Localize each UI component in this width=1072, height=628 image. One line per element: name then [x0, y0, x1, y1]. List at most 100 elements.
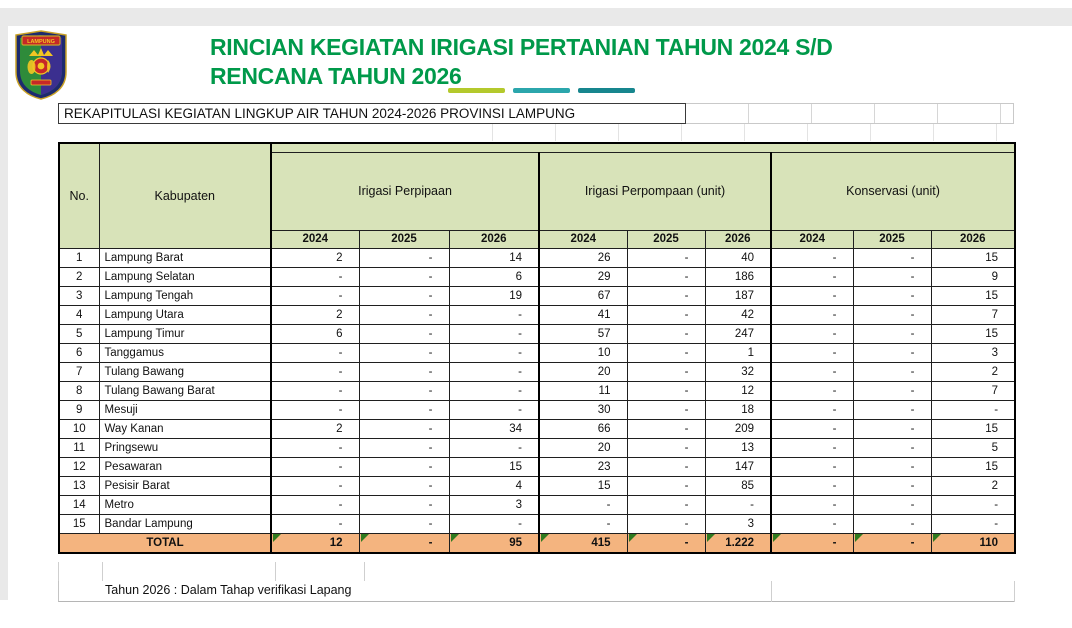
value-cell: 57 — [538, 323, 628, 344]
value-cell: - — [358, 418, 450, 439]
value-cell: 32 — [704, 361, 772, 382]
row-number-cell: 7 — [58, 361, 100, 382]
value-cell: - — [770, 437, 854, 458]
value-cell: - — [704, 494, 772, 515]
page-title: RINCIAN KEGIATAN IRIGASI PERTANIAN TAHUN… — [210, 33, 930, 91]
value-cell: - — [358, 342, 450, 363]
value-cell: - — [852, 475, 932, 496]
value-cell: - — [538, 494, 628, 515]
table-row: 11 Pringsewu - - -20-13- -5 — [58, 437, 1016, 458]
value-cell: 15 — [448, 456, 540, 477]
row-number-cell: 2 — [58, 266, 100, 287]
value-cell: 34 — [448, 418, 540, 439]
value-cell: 42 — [704, 304, 772, 325]
value-cell: - — [270, 380, 360, 401]
total-value-cell: - — [770, 532, 854, 554]
row-number-cell: 9 — [58, 399, 100, 420]
value-cell: - — [852, 323, 932, 344]
value-cell: 15 — [930, 418, 1016, 439]
accent-dash-icon — [448, 88, 505, 93]
year-header-row: 2024 2025 2026 2024 2025 2026 2024 2025 … — [59, 229, 1016, 249]
value-cell: 11 — [538, 380, 628, 401]
value-cell: - — [626, 494, 706, 515]
value-cell: 3 — [448, 494, 540, 515]
value-cell: - — [270, 456, 360, 477]
value-cell: - — [852, 418, 932, 439]
value-cell: - — [358, 513, 450, 534]
kabupaten-cell: Lampung Utara — [98, 304, 272, 325]
total-value-cell: - — [852, 532, 932, 554]
value-cell: - — [626, 285, 706, 306]
year-header: 2025 — [852, 229, 932, 249]
total-value-cell: 95 — [448, 532, 540, 554]
row-number-cell: 14 — [58, 494, 100, 515]
value-cell: 15 — [930, 247, 1016, 268]
value-cell: 7 — [930, 304, 1016, 325]
row-number-cell: 13 — [58, 475, 100, 496]
value-cell: - — [626, 361, 706, 382]
table-row: 1 Lampung Barat 2-14 26-40- -15 — [58, 247, 1016, 268]
value-cell: - — [770, 266, 854, 287]
value-cell: 2 — [270, 304, 360, 325]
value-cell: 20 — [538, 361, 628, 382]
value-cell: - — [448, 399, 540, 420]
header-strip-row: No. Kabupaten — [58, 142, 1016, 249]
value-cell: 14 — [448, 247, 540, 268]
value-cell: - — [270, 342, 360, 363]
value-cell: 4 — [448, 475, 540, 496]
col-header-kabupaten: Kabupaten — [98, 142, 272, 249]
value-cell: - — [770, 285, 854, 306]
table-row: 5 Lampung Timur 6- -57-247- -15 — [58, 323, 1016, 344]
table-caption: REKAPITULASI KEGIATAN LINGKUP AIR TAHUN … — [58, 103, 686, 124]
table-row: 10 Way Kanan 2-34 66-209- -15 — [58, 418, 1016, 439]
value-cell: 15 — [930, 285, 1016, 306]
value-cell: - — [930, 494, 1016, 515]
viewer-top-band — [0, 8, 1072, 26]
page-title-line2: RENCANA TAHUN 2026 — [210, 63, 462, 89]
value-cell: - — [626, 475, 706, 496]
total-value-cell: 110 — [930, 532, 1016, 554]
value-cell: - — [270, 513, 360, 534]
value-cell: 85 — [704, 475, 772, 496]
row-number-cell: 1 — [58, 247, 100, 268]
viewer-left-band — [0, 26, 8, 600]
value-cell: 67 — [538, 285, 628, 306]
value-cell: - — [270, 399, 360, 420]
value-cell: 20 — [538, 437, 628, 458]
value-cell: - — [270, 266, 360, 287]
value-cell: - — [358, 361, 450, 382]
value-cell: - — [626, 342, 706, 363]
value-cell: 247 — [704, 323, 772, 344]
row-number-cell: 5 — [58, 323, 100, 344]
kabupaten-cell: Lampung Timur — [98, 323, 272, 344]
row-number-cell: 8 — [58, 380, 100, 401]
value-cell: 3 — [704, 513, 772, 534]
value-cell: 41 — [538, 304, 628, 325]
value-cell: - — [448, 380, 540, 401]
group-header-konservasi: Konservasi (unit) — [769, 151, 1016, 231]
table-row: 4 Lampung Utara 2- -41-42- -7 — [58, 304, 1016, 325]
row-number-cell: 15 — [58, 513, 100, 534]
value-cell: - — [770, 418, 854, 439]
value-cell: - — [852, 437, 932, 458]
table-body: 1 Lampung Barat 2-14 26-40- -15 2 Lampung Sela… — [58, 247, 1016, 534]
spreadsheet-gridlines — [58, 562, 1014, 581]
value-cell: - — [852, 285, 932, 306]
kabupaten-cell: Tulang Bawang — [98, 361, 272, 382]
value-cell: - — [626, 380, 706, 401]
value-cell: - — [770, 342, 854, 363]
value-cell: 15 — [538, 475, 628, 496]
table-row: 14 Metro - -3- - - - - - — [58, 494, 1016, 515]
value-cell: 23 — [538, 456, 628, 477]
value-cell: - — [448, 323, 540, 344]
value-cell: - — [270, 361, 360, 382]
value-cell: - — [930, 513, 1016, 534]
value-cell: - — [448, 304, 540, 325]
table-row: 6 Tanggamus - - -10-1- -3 — [58, 342, 1016, 363]
table-row: 8 Tulang Bawang Barat - - -11-12- -7 — [58, 380, 1016, 401]
row-number-cell: 10 — [58, 418, 100, 439]
value-cell: 66 — [538, 418, 628, 439]
kabupaten-cell: Lampung Barat — [98, 247, 272, 268]
value-cell: 15 — [930, 323, 1016, 344]
